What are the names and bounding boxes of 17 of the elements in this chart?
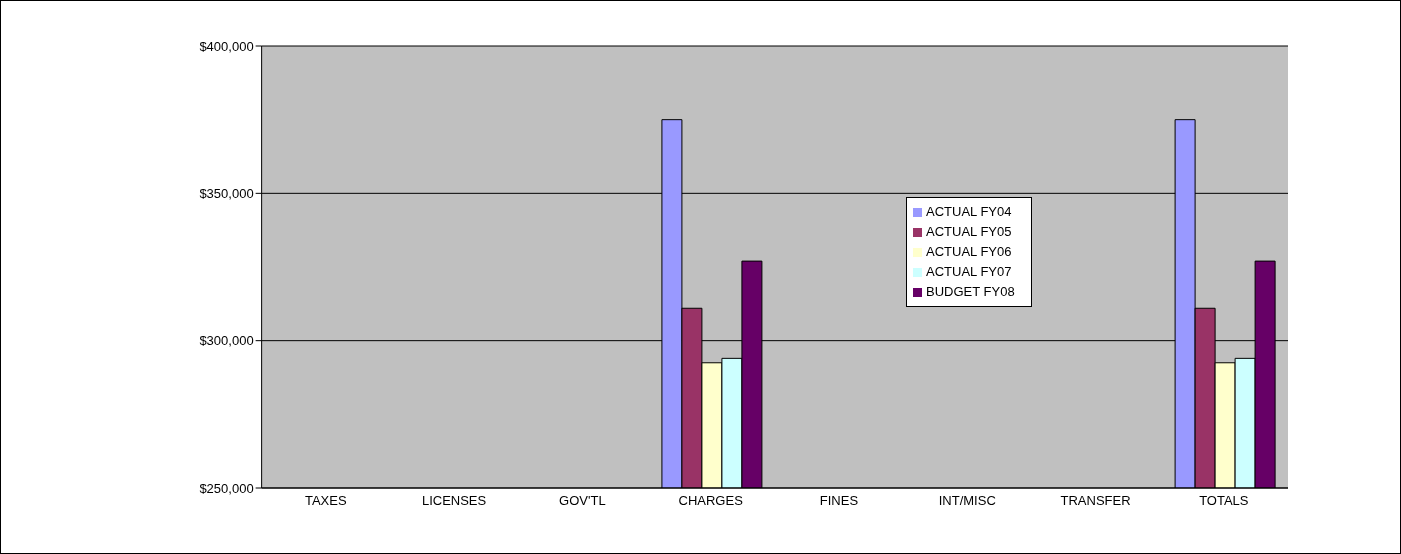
x-tick-label: FINES (819, 493, 859, 509)
y-tick-label: $350,000 (199, 185, 254, 201)
legend-label: ACTUAL FY05 (926, 224, 1012, 239)
legend-label: ACTUAL FY07 (926, 264, 1012, 279)
x-tick-label: TOTALS (1199, 493, 1249, 509)
x-tick-label: LICENSES (421, 493, 487, 509)
y-tick-label: $400,000 (199, 38, 254, 54)
y-tick-label: $250,000 (199, 480, 254, 496)
legend-label: ACTUAL FY04 (926, 204, 1012, 219)
x-tick-label: CHARGES (678, 493, 744, 509)
legend-label: BUDGET FY08 (926, 284, 1015, 299)
x-tick-label: INT/MISC (938, 493, 996, 509)
x-tick-label: GOV'TL (559, 493, 606, 509)
x-tick-label: TRANSFER (1060, 493, 1131, 509)
x-tick-label: TAXES (304, 493, 347, 509)
y-tick-label: $300,000 (199, 333, 254, 349)
legend-label: ACTUAL FY06 (926, 244, 1012, 259)
